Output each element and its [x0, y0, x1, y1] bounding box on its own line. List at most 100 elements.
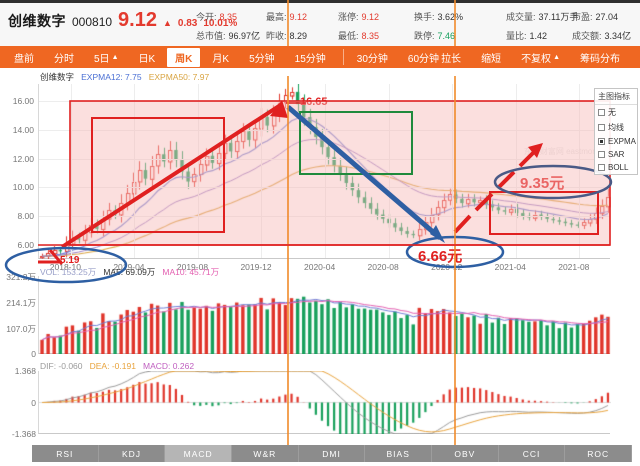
quote-field-label: 换手: [414, 12, 435, 22]
indicator-option-boll[interactable]: BOLL [595, 161, 637, 174]
gridline [325, 84, 326, 258]
macd-panel[interactable]: DIF: -0.060 DEA: -0.191 MACD: 0.262 1.36… [0, 361, 640, 445]
period-tab-label: 日K [138, 53, 156, 65]
period-tab-label: 30分钟 [356, 53, 388, 65]
gridline [197, 84, 199, 258]
macd-y-tick: -1.368 [11, 429, 36, 439]
period-tab-5[interactable]: 月K [204, 48, 237, 67]
quote-field-label: 量比: [506, 31, 527, 41]
legend-stock-name: 创维数字 [40, 72, 75, 82]
price-y-tick: 6.00 [17, 239, 34, 250]
macd-plot-area[interactable] [38, 371, 611, 434]
period-tab-label: 盘前 [14, 53, 34, 65]
price-change: 0.83 [177, 18, 198, 29]
quote-field-value: 3.34亿 [604, 31, 632, 41]
gridline [134, 84, 136, 258]
price-change-percent: 10.01% [203, 18, 238, 29]
checkbox-icon[interactable] [598, 109, 605, 116]
nav-action-2[interactable]: 不复权 ▲ [513, 48, 568, 67]
indicator-option-label: 均线 [608, 123, 624, 132]
quote-field: 换手: 3.62% [414, 7, 506, 26]
quote-field: 跌停: 7.46 [414, 26, 506, 45]
main-indicator-options[interactable]: 无均线 EXPMA SAR BOLL [595, 105, 637, 174]
price-y-tick: 10.00 [12, 182, 34, 193]
volume-y-tick: 107.0万 [6, 324, 36, 334]
indicator-option-无[interactable]: 无 [595, 105, 637, 120]
nav-action-1[interactable]: 缩短 [473, 48, 509, 67]
price-x-tick: 2019-08 [176, 262, 209, 272]
peak-price-label: 16.65 [300, 96, 328, 108]
period-tab-9[interactable]: 60分钟 [400, 48, 447, 67]
sub-indicator-tab-kdj[interactable]: KDJ [99, 445, 166, 462]
quote-field-label: 成交量: [506, 12, 536, 22]
legend-vol-ma5: MA5: 69.09万 [103, 267, 156, 277]
period-tab-label: 周K [175, 53, 193, 65]
sub-indicator-tab-dmi[interactable]: DMI [299, 445, 366, 462]
indicator-option-expma[interactable]: EXPMA [595, 135, 637, 148]
volume-plot-area[interactable] [38, 276, 611, 354]
quote-field-label: 最低: [338, 31, 359, 41]
indicator-option-sar[interactable]: SAR [595, 148, 637, 161]
nav-action-0[interactable]: 拉长 [433, 48, 469, 67]
stock-name: 创维数字 [8, 13, 66, 29]
indicator-option-label: 无 [608, 108, 616, 117]
gridline [70, 84, 72, 258]
sub-indicator-tab-rsi[interactable]: RSI [32, 445, 99, 462]
period-tab-0[interactable]: 盘前 [6, 48, 42, 67]
nav-divider [342, 49, 344, 65]
checkbox-icon[interactable] [598, 138, 605, 145]
period-tab-label: 5分钟 [249, 53, 275, 65]
price-y-tick: 8.00 [17, 210, 34, 221]
price-y-tick: 14.00 [12, 124, 34, 135]
quote-field-label: 昨收: [266, 31, 287, 41]
legend-vol-ma10: MA10: 45.71万 [162, 267, 220, 277]
period-nav-right: 拉长 缩短 不复权 ▲ 筹码分布 [433, 46, 632, 68]
period-tab-4[interactable]: 周K [167, 47, 201, 67]
sub-indicator-tabs[interactable]: RSI KDJ MACD W&R DMI BIAS OBV CCI ROC [32, 445, 633, 462]
checkbox-icon[interactable] [598, 124, 605, 131]
current-price-label: 9.35元 [520, 175, 565, 192]
indicator-option-label: SAR [608, 150, 625, 159]
quote-field-label: 涨停: [338, 12, 359, 22]
stock-price: 9.12 [118, 9, 157, 31]
sub-indicator-tab-roc[interactable]: ROC [565, 445, 633, 462]
price-legend: 创维数字 EXPMA12: 7.75 EXPMA50: 7.97 [40, 71, 209, 83]
sub-indicator-tab-obv[interactable]: OBV [432, 445, 499, 462]
legend-dea: DEA: -0.191 [89, 361, 136, 371]
quote-field: 涨停: 9.12 [338, 7, 414, 26]
period-tab-1[interactable]: 分时 [46, 48, 82, 67]
sub-indicator-tab-macd[interactable]: MACD [165, 445, 233, 462]
quote-field-value: 7.46 [437, 30, 456, 41]
caret-up-icon: ▲ [111, 53, 119, 61]
quote-field: 成交额: 3.34亿 [572, 26, 640, 45]
quote-header-bar: 创维数字 000810 9.12 ▲ 0.83 10.01% 今开: 8.35 最高… [0, 0, 640, 57]
nav-action-label: 缩短 [481, 53, 502, 65]
quote-field: 最高: 9.12 [266, 7, 338, 26]
bottom-price-label: 6.66元 [418, 248, 463, 265]
macd-y-tick: 0 [31, 397, 36, 408]
indicator-option-均线[interactable]: 均线 [595, 120, 637, 135]
quote-field-value: 27.04 [595, 11, 619, 22]
volume-canvas [39, 276, 611, 354]
price-x-tick: 2021-04 [494, 262, 526, 272]
period-tab-2[interactable]: 5日 ▲ [86, 48, 127, 67]
sub-indicator-tab-bias[interactable]: BIAS [365, 445, 433, 462]
sub-indicator-tab-cci[interactable]: CCI [499, 445, 566, 462]
period-tab-6[interactable]: 5分钟 [241, 48, 283, 67]
main-indicator-title: 主图指标 [595, 89, 637, 105]
period-tab-3[interactable]: 日K [131, 48, 164, 67]
sub-indicator-tab-wandr[interactable]: W&R [232, 445, 299, 462]
legend-macd: MACD: 0.262 [143, 361, 195, 371]
nav-action-3[interactable]: 筹码分布 [572, 48, 628, 67]
period-tab-8[interactable]: 30分钟 [349, 48, 396, 67]
checkbox-icon[interactable] [598, 151, 605, 158]
checkbox-icon[interactable] [598, 164, 605, 171]
nav-action-label: 不复权 [521, 53, 552, 65]
chart-container[interactable]: 东方财富网 eastmoney.com 创维数字 EXPMA12: 7.75 E… [0, 68, 640, 445]
legend-expma50: EXPMA50: 7.97 [148, 72, 210, 82]
period-tab-7[interactable]: 15分钟 [287, 48, 334, 67]
volume-panel[interactable]: VOL: 153.25万 MA5: 69.09万 MA10: 45.71万 32… [0, 267, 640, 363]
gridline [388, 84, 390, 258]
main-indicator-selector[interactable]: 主图指标 无均线 EXPMA SAR BOLL [594, 88, 638, 175]
indicator-option-label: BOLL [608, 163, 629, 172]
